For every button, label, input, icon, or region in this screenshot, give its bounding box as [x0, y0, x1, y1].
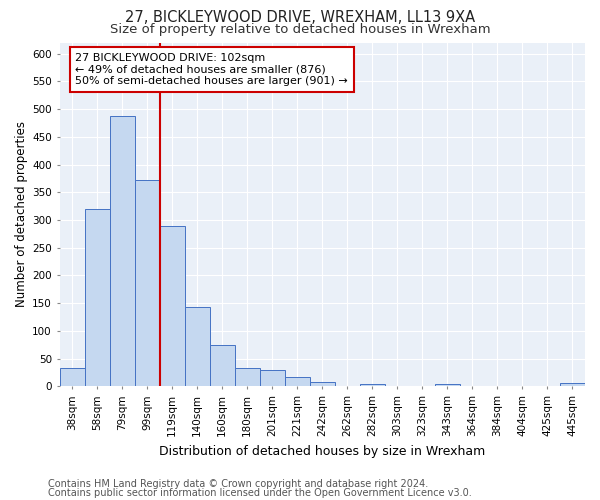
Bar: [209, 345, 235, 387]
X-axis label: Distribution of detached houses by size in Wrexham: Distribution of detached houses by size …: [159, 444, 485, 458]
Text: Contains public sector information licensed under the Open Government Licence v3: Contains public sector information licen…: [48, 488, 472, 498]
Bar: [134, 180, 160, 386]
Bar: [235, 368, 260, 386]
Bar: [185, 307, 209, 386]
Text: Size of property relative to detached houses in Wrexham: Size of property relative to detached ho…: [110, 22, 490, 36]
Bar: [160, 226, 185, 386]
Bar: [85, 209, 110, 386]
Bar: [360, 384, 385, 386]
Text: 27 BICKLEYWOOD DRIVE: 102sqm
← 49% of detached houses are smaller (876)
50% of s: 27 BICKLEYWOOD DRIVE: 102sqm ← 49% of de…: [76, 53, 348, 86]
Bar: [310, 382, 335, 386]
Bar: [285, 377, 310, 386]
Bar: [59, 368, 85, 386]
Bar: [110, 116, 134, 386]
Text: 27, BICKLEYWOOD DRIVE, WREXHAM, LL13 9XA: 27, BICKLEYWOOD DRIVE, WREXHAM, LL13 9XA: [125, 10, 475, 25]
Bar: [435, 384, 460, 386]
Bar: [260, 370, 285, 386]
Y-axis label: Number of detached properties: Number of detached properties: [15, 122, 28, 308]
Bar: [560, 382, 585, 386]
Text: Contains HM Land Registry data © Crown copyright and database right 2024.: Contains HM Land Registry data © Crown c…: [48, 479, 428, 489]
